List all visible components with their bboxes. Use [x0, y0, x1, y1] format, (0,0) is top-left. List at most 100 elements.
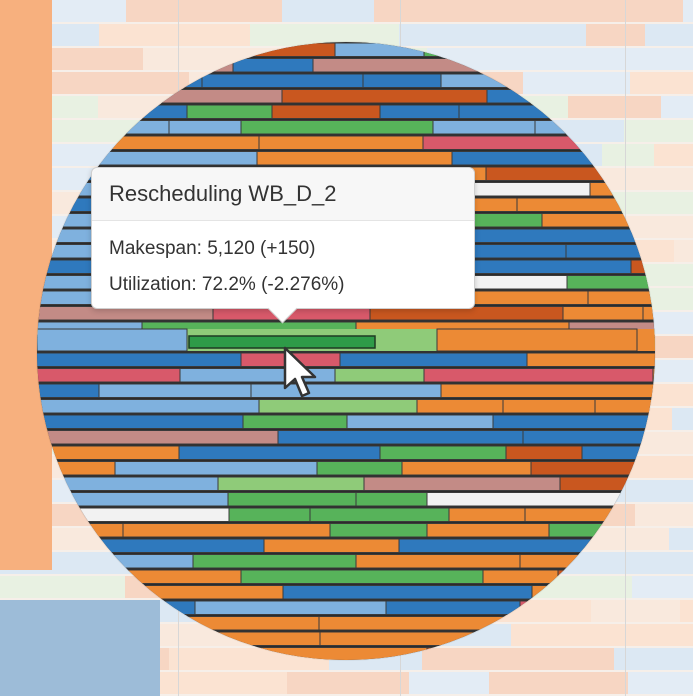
gantt-bar	[401, 461, 532, 476]
gantt-bar	[541, 213, 636, 228]
gantt-bar	[329, 523, 428, 538]
gantt-bar	[530, 461, 655, 476]
gantt-bar	[271, 104, 381, 119]
background-bar	[600, 48, 664, 70]
tooltip-title: Rescheduling WB_D_2	[92, 168, 474, 221]
background-bar	[40, 0, 126, 22]
gantt-bar	[522, 430, 655, 445]
background-bar	[614, 648, 693, 670]
gantt-bar	[502, 399, 596, 414]
gantt-bar	[201, 73, 364, 88]
background-bar	[653, 336, 693, 358]
highlighted-bar-wb-d-2	[188, 335, 376, 349]
gantt-bar	[594, 399, 655, 414]
gantt-bar	[256, 151, 453, 166]
gantt-bar	[178, 445, 381, 460]
background-bar	[427, 48, 600, 70]
gantt-bar	[263, 538, 400, 553]
gantt-bar	[282, 585, 533, 600]
gantt-bar	[436, 328, 638, 352]
gantt-bar	[566, 275, 655, 290]
background-bar	[630, 72, 693, 94]
background-bar	[618, 552, 693, 574]
gantt-bar	[37, 328, 188, 352]
gantt-bar	[114, 461, 318, 476]
gantt-bar	[426, 523, 550, 538]
gantt-bar	[355, 492, 428, 507]
background-bar	[250, 24, 399, 46]
gantt-bar	[450, 228, 655, 243]
gantt-bar	[637, 329, 655, 351]
gantt-bar	[37, 368, 181, 383]
background-bar	[152, 672, 287, 694]
gantt-bar	[250, 383, 442, 398]
background-bar	[568, 96, 661, 118]
background-bar	[575, 528, 669, 550]
background-bar	[287, 672, 334, 694]
background-bar	[645, 24, 693, 46]
gantt-bar	[217, 476, 365, 491]
gantt-bar	[334, 368, 425, 383]
gantt-bar	[227, 492, 357, 507]
gantt-bar	[398, 538, 609, 553]
background-bar	[0, 576, 125, 598]
background-bar	[534, 0, 683, 22]
gantt-bar	[652, 368, 655, 383]
background-bar	[422, 648, 614, 670]
gantt-bar	[98, 383, 252, 398]
gantt-bar	[37, 430, 279, 445]
gantt-bar	[194, 600, 387, 615]
tooltip-makespan: Makespan: 5,120 (+150)	[109, 238, 316, 259]
background-bar	[126, 0, 282, 22]
background-bar	[523, 72, 630, 94]
background-bar	[680, 600, 693, 622]
tooltip-utilization: Utilization: 72.2% (-2.276%)	[109, 274, 345, 295]
gantt-bar	[432, 120, 536, 135]
gantt-bar	[228, 507, 311, 522]
background-bar	[334, 672, 409, 694]
gantt-bar	[492, 414, 655, 429]
gantt-bar	[122, 523, 331, 538]
gantt-bar	[460, 244, 567, 259]
gantt-bar	[505, 445, 583, 460]
gantt-bar	[277, 430, 524, 445]
background-bar	[628, 672, 693, 694]
gantt-bar	[192, 554, 357, 569]
background-bar	[632, 576, 693, 598]
gantt-bar	[186, 104, 273, 119]
background-bar	[661, 96, 693, 118]
gantt-bar	[482, 569, 559, 584]
pointer-arrow-icon	[283, 346, 317, 398]
background-bar	[683, 0, 693, 22]
tooltip: Rescheduling WB_D_2 Makespan: 5,120 (+15…	[91, 167, 475, 324]
gantt-bar	[37, 399, 260, 414]
background-bar	[602, 144, 654, 166]
gantt-bar	[37, 414, 244, 429]
magnifier-lens[interactable]	[37, 42, 655, 660]
background-bar	[282, 0, 374, 22]
background-bar	[399, 24, 586, 46]
gantt-bar	[316, 461, 403, 476]
gantt-bar	[379, 445, 507, 460]
gantt-bar	[240, 120, 434, 135]
gantt-bar	[281, 89, 488, 104]
gantt-bar	[168, 120, 242, 135]
gantt-bar	[37, 352, 242, 367]
gantt-bar	[355, 554, 521, 569]
background-bar	[602, 480, 693, 502]
background-bar	[635, 504, 693, 526]
gantt-bar	[385, 600, 521, 615]
background-bar	[409, 672, 489, 694]
background-bar	[654, 144, 693, 166]
gantt-bar	[240, 569, 484, 584]
gantt-bar	[37, 383, 100, 398]
gantt-bar	[363, 476, 561, 491]
gantt-bar	[416, 399, 504, 414]
background-bar	[664, 48, 693, 70]
gantt-bar	[587, 290, 655, 305]
gantt-bar	[642, 306, 655, 321]
gantt-bar	[362, 73, 442, 88]
background-bar	[586, 24, 645, 46]
gantt-bar	[339, 352, 528, 367]
gantt-bars	[37, 42, 655, 660]
